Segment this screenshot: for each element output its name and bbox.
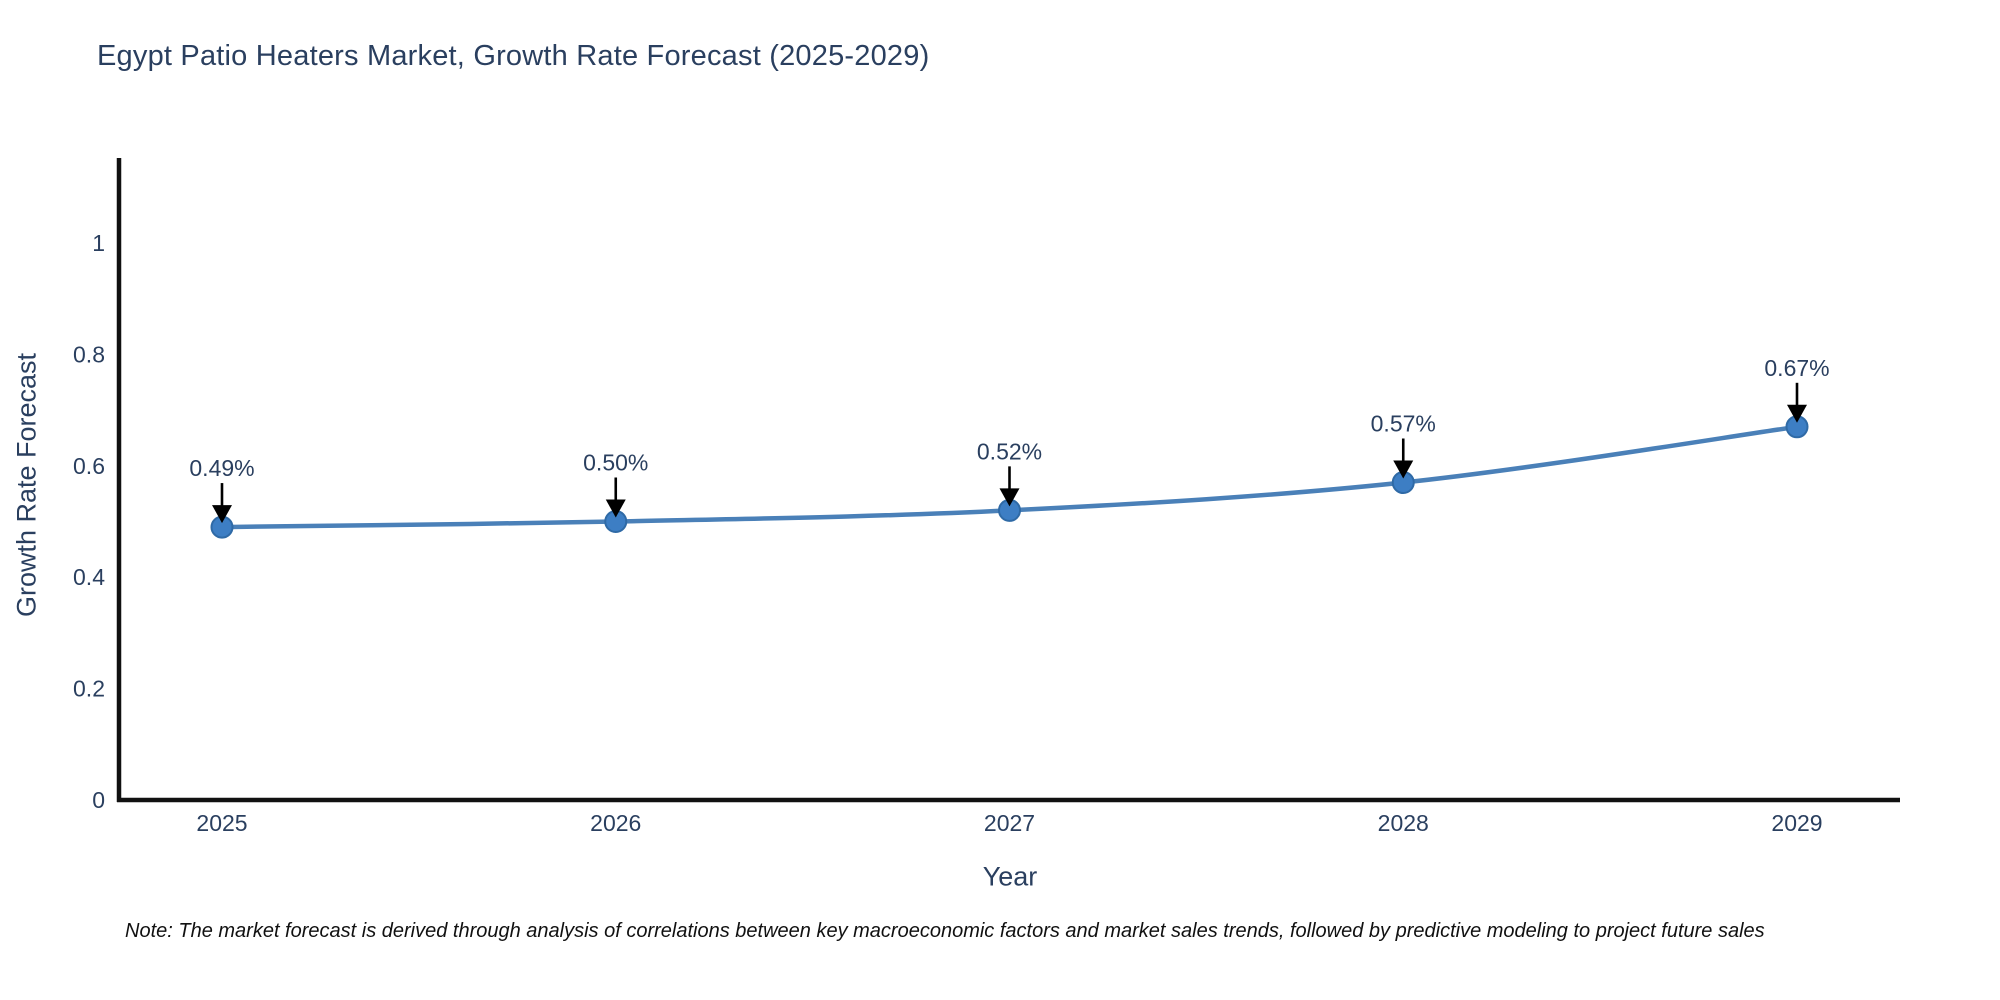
y-tick-label: 0.4 xyxy=(73,564,105,590)
x-tick-label: 2029 xyxy=(1771,810,1822,836)
annotation-arrowhead-icon xyxy=(605,499,626,518)
point-value-label: 0.49% xyxy=(189,455,254,481)
y-tick-label: 1 xyxy=(92,230,105,256)
annotation-arrowhead-icon xyxy=(999,488,1020,507)
point-value-label: 0.50% xyxy=(583,450,648,476)
point-value-label: 0.52% xyxy=(977,438,1042,464)
y-tick-label: 0 xyxy=(92,787,105,813)
x-tick-label: 2027 xyxy=(984,810,1035,836)
annotation-arrowhead-icon xyxy=(212,505,232,524)
point-value-label: 0.67% xyxy=(1764,355,1829,381)
y-tick-label: 0.6 xyxy=(73,453,105,479)
y-tick-label: 0.8 xyxy=(73,341,105,367)
y-tick-label: 0.2 xyxy=(73,676,105,702)
x-tick-label: 2026 xyxy=(590,810,641,836)
footnote: Note: The market forecast is derived thr… xyxy=(125,920,1765,942)
x-tick-label: 2028 xyxy=(1378,810,1429,836)
annotation-arrowhead-icon xyxy=(1393,460,1414,479)
x-axis-title: Year xyxy=(982,861,1038,892)
point-value-label: 0.57% xyxy=(1371,411,1436,437)
x-tick-label: 2025 xyxy=(196,810,247,836)
annotation-arrowhead-icon xyxy=(1787,404,1807,423)
chart-title: Egypt Patio Heaters Market, Growth Rate … xyxy=(97,40,930,72)
